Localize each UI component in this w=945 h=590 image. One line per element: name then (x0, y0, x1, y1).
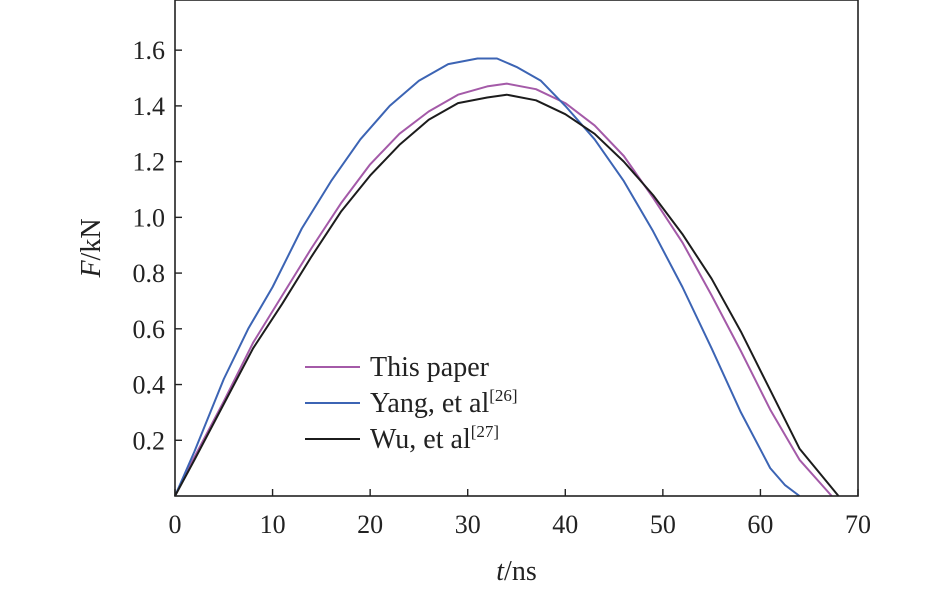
series-line-1 (174, 82, 833, 497)
x-tick-labels: 0 10 20 30 40 50 60 70 (169, 510, 872, 539)
x-tick-label: 10 (260, 510, 286, 539)
y-tick-label: 0.8 (133, 259, 166, 288)
x-tick-label: 70 (845, 510, 871, 539)
x-axis-title: t/ns (496, 556, 536, 587)
y-tick-label: 1.6 (133, 36, 166, 65)
x-tick-label: 30 (455, 510, 481, 539)
series-lines (174, 57, 840, 497)
y-tick-label: 0.4 (133, 371, 166, 400)
plot-frame (174, 0, 859, 497)
legend-label-1: This paper (370, 352, 490, 383)
x-tick-label: 0 (169, 510, 182, 539)
y-tick-label: 0.2 (133, 426, 166, 455)
axis-ticks (174, 49, 859, 496)
legend-label-3: Wu, et al[27] (370, 422, 499, 455)
x-tick-label: 60 (747, 510, 773, 539)
series-line-3 (174, 93, 840, 497)
x-axis-variable: t (496, 556, 505, 587)
y-tick-label: 1.4 (133, 92, 166, 121)
series-line-2 (174, 57, 801, 497)
x-tick-label: 40 (552, 510, 578, 539)
y-tick-labels: 0.2 0.4 0.6 0.8 1.0 1.2 1.4 1.6 (133, 36, 166, 455)
y-axis-unit: /kN (76, 218, 107, 260)
y-tick-label: 0.6 (133, 315, 166, 344)
x-axis-unit: /ns (504, 556, 537, 587)
y-axis-title: F/kN (76, 218, 107, 278)
x-tick-label: 50 (650, 510, 676, 539)
y-tick-label: 1.0 (133, 203, 166, 232)
legend-label-2: Yang, et al[26] (370, 386, 518, 419)
x-tick-label: 20 (357, 510, 383, 539)
y-axis-variable: F (76, 260, 107, 279)
y-tick-label: 1.2 (133, 148, 166, 177)
